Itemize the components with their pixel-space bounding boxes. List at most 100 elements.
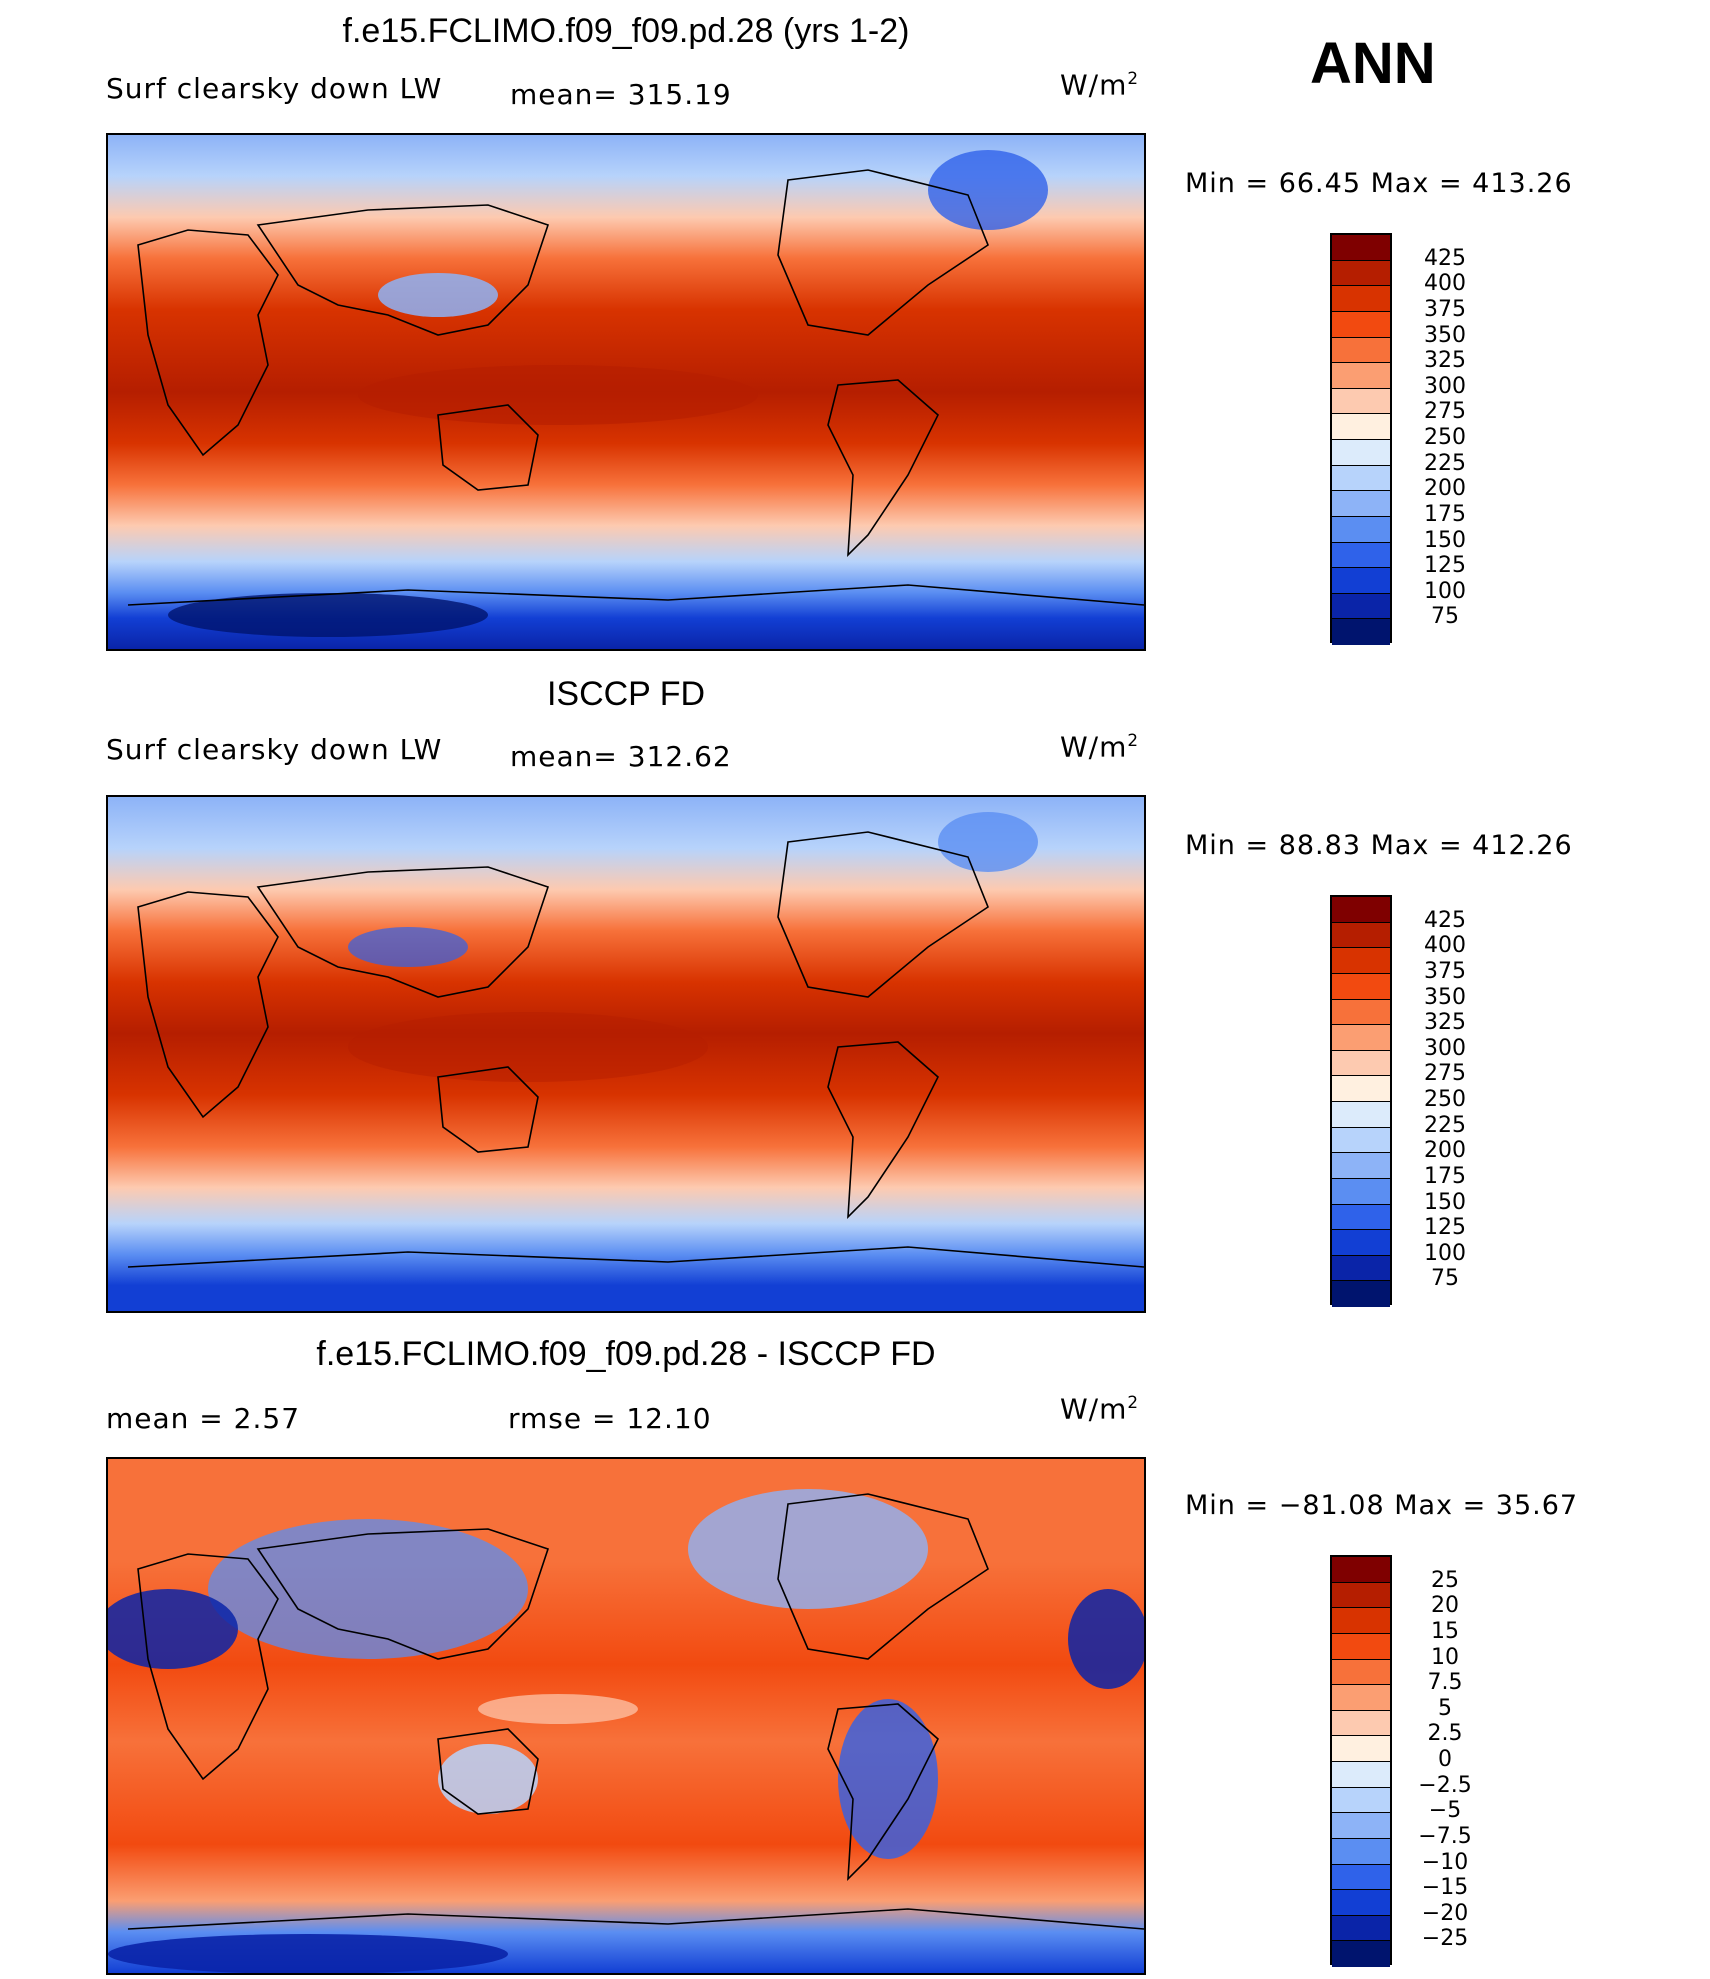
colorbar-tick-label: 125 xyxy=(1424,1215,1466,1241)
panel3-units: W/m2 xyxy=(1060,1392,1140,1426)
colorbar-tick-label: −15 xyxy=(1421,1875,1469,1901)
colorbar-box xyxy=(1332,337,1390,364)
colorbar-tick-label: 350 xyxy=(1424,322,1466,348)
panel2-min-max: Min = 88.83 Max = 412.26 xyxy=(1185,830,1573,861)
panel2-title: ISCCP FD xyxy=(546,675,706,713)
colorbar-tick-label: 25 xyxy=(1431,1567,1459,1593)
colorbar-tick-label: 75 xyxy=(1431,1266,1459,1292)
panel3-mean-label: mean = 2.57 xyxy=(106,1402,301,1435)
colorbar-tick-label: 350 xyxy=(1424,984,1466,1010)
colorbar-box xyxy=(1332,1230,1390,1256)
colorbar-tick-label: −25 xyxy=(1421,1926,1469,1952)
colorbar-tick-label: 100 xyxy=(1424,1240,1466,1266)
colorbar-box xyxy=(1332,235,1390,261)
colorbar-box xyxy=(1332,1255,1390,1282)
colorbar-box xyxy=(1332,542,1390,569)
colorbar-box xyxy=(1332,568,1390,594)
panel3-rmse-label: rmse = 12.10 xyxy=(508,1402,712,1435)
colorbar-box xyxy=(1332,260,1390,287)
panel2-colorbar xyxy=(1330,895,1392,1307)
colorbar-box xyxy=(1332,1736,1390,1762)
panel1-map-field xyxy=(108,135,1144,649)
colorbar-tick-label: 20 xyxy=(1431,1593,1459,1619)
colorbar-tick-label: 225 xyxy=(1424,1112,1466,1138)
season-label: ANN xyxy=(1310,31,1436,96)
colorbar-tick-label: 150 xyxy=(1424,1189,1466,1215)
panel1-mean-label: mean= 315.19 xyxy=(510,78,732,111)
colorbar-tick-label: 275 xyxy=(1424,1061,1466,1087)
colorbar-box xyxy=(1332,1710,1390,1737)
panel1-colorbar xyxy=(1330,233,1392,645)
colorbar-tick-label: 10 xyxy=(1431,1644,1459,1670)
colorbar-box xyxy=(1332,922,1390,949)
colorbar-tick-label: 5 xyxy=(1438,1695,1452,1721)
panel3-min-max: Min = −81.08 Max = 35.67 xyxy=(1185,1490,1579,1521)
colorbar-tick-label: −5 xyxy=(1428,1798,1462,1824)
colorbar-tick-label: 225 xyxy=(1424,450,1466,476)
colorbar-box xyxy=(1332,1281,1390,1307)
colorbar-tick-label: 100 xyxy=(1424,578,1466,604)
colorbar-box xyxy=(1332,1127,1390,1154)
colorbar-tick-label: 250 xyxy=(1424,425,1466,450)
colorbar-box xyxy=(1332,1582,1390,1609)
colorbar-tick-label: 400 xyxy=(1424,271,1466,297)
colorbar-box xyxy=(1332,1890,1390,1916)
colorbar-box xyxy=(1332,1787,1390,1814)
colorbar-tick-label: −2.5 xyxy=(1418,1772,1472,1798)
panel1-map xyxy=(106,133,1146,651)
colorbar-box xyxy=(1332,948,1390,974)
panel2-units: W/m2 xyxy=(1060,730,1140,764)
colorbar-box xyxy=(1332,465,1390,492)
colorbar-tick-label: 375 xyxy=(1424,296,1466,322)
panel2-map-field xyxy=(108,797,1144,1311)
colorbar-tick-label: −20 xyxy=(1421,1900,1469,1926)
colorbar-box xyxy=(1332,1659,1390,1686)
colorbar-box xyxy=(1332,388,1390,415)
colorbar-box xyxy=(1332,973,1390,1000)
colorbar-box xyxy=(1332,619,1390,645)
panel1-min-max: Min = 66.45 Max = 413.26 xyxy=(1185,168,1573,199)
colorbar-box xyxy=(1332,1153,1390,1179)
colorbar-box xyxy=(1332,1178,1390,1205)
colorbar-tick-label: 425 xyxy=(1424,245,1466,271)
panel2-mean-label: mean= 312.62 xyxy=(510,740,732,773)
colorbar-tick-label: 400 xyxy=(1424,933,1466,959)
colorbar-box xyxy=(1332,1762,1390,1788)
colorbar-tick-label: 250 xyxy=(1424,1087,1466,1112)
colorbar-box xyxy=(1332,1557,1390,1583)
colorbar-box xyxy=(1332,1941,1390,1967)
panel3-map-field xyxy=(108,1459,1144,1973)
colorbar-tick-label: 2.5 xyxy=(1427,1721,1463,1747)
colorbar-box xyxy=(1332,1838,1390,1865)
panel3-title: f.e15.FCLIMO.f09_f09.pd.28 - ISCCP FD xyxy=(316,1335,936,1373)
colorbar-tick-label: −7.5 xyxy=(1418,1823,1472,1849)
panel1-title: f.e15.FCLIMO.f09_f09.pd.28 (yrs 1-2) xyxy=(342,12,910,50)
colorbar-tick-label: 300 xyxy=(1424,373,1466,399)
colorbar-box xyxy=(1332,1204,1390,1231)
colorbar-box xyxy=(1332,1864,1390,1891)
colorbar-box xyxy=(1332,286,1390,312)
colorbar-box xyxy=(1332,1633,1390,1660)
colorbar-tick-label: 175 xyxy=(1424,1163,1466,1189)
colorbar-tick-label: 15 xyxy=(1431,1618,1459,1644)
colorbar-box xyxy=(1332,897,1390,923)
colorbar-box xyxy=(1332,1050,1390,1077)
colorbar-tick-label: 325 xyxy=(1424,1010,1466,1036)
colorbar-box xyxy=(1332,1102,1390,1128)
colorbar-tick-label: 7.5 xyxy=(1427,1670,1463,1696)
colorbar-box xyxy=(1332,516,1390,543)
colorbar-tick-label: 75 xyxy=(1431,604,1459,630)
colorbar-tick-label: 200 xyxy=(1424,476,1466,502)
colorbar-tick-label: 150 xyxy=(1424,527,1466,553)
colorbar-box xyxy=(1332,414,1390,440)
colorbar-tick-label: 200 xyxy=(1424,1138,1466,1164)
panel1-variable-label: Surf clearsky down LW xyxy=(106,72,443,105)
colorbar-box xyxy=(1332,311,1390,338)
colorbar-box xyxy=(1332,440,1390,466)
colorbar-box xyxy=(1332,491,1390,517)
panel2-map xyxy=(106,795,1146,1313)
colorbar-tick-label: 425 xyxy=(1424,907,1466,933)
colorbar-box xyxy=(1332,1608,1390,1634)
colorbar-tick-label: 375 xyxy=(1424,958,1466,984)
colorbar-box xyxy=(1332,999,1390,1026)
